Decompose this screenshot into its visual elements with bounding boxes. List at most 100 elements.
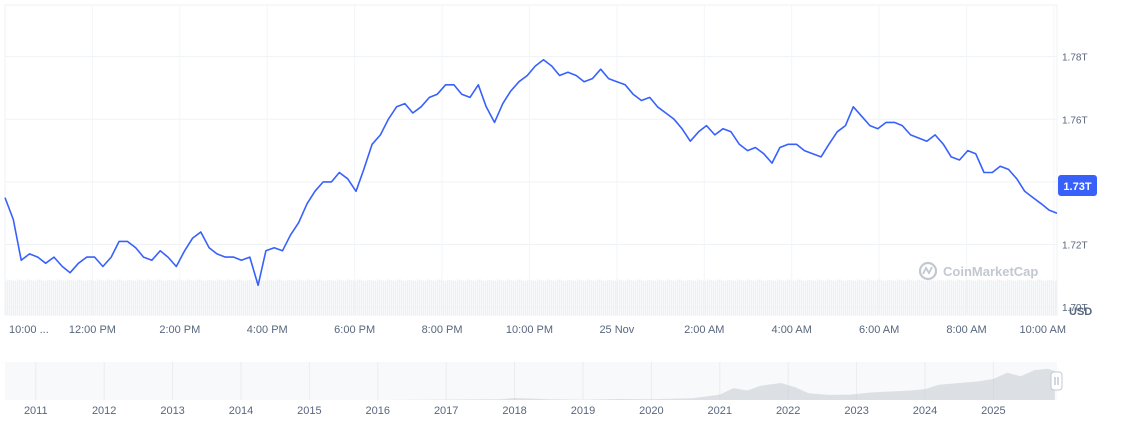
x-tick-label: 4:00 AM [772,324,812,336]
y-tick-label: 1.72T [1062,241,1088,252]
volume-bar [903,280,905,315]
volume-bar [831,280,833,315]
volume-bar [733,280,735,315]
volume-bar [949,279,951,315]
volume-bar [637,279,639,315]
volume-bar [339,279,341,315]
volume-bar [365,281,367,315]
current-value-badge: 1.73T [1058,175,1097,196]
volume-bar [227,279,229,315]
range-navigator[interactable]: 2011 2012 2013 2014 2015 2016 2017 2018 2019 2020… [5,362,1063,417]
volume-bar [1029,279,1031,315]
volume-bar [573,280,575,315]
volume-bar [35,281,37,315]
volume-bar [657,279,659,315]
volume-bar [883,280,885,315]
volume-bar [611,280,613,315]
volume-bar [159,279,161,315]
volume-bar [411,280,413,315]
year-tick-label: 2020 [639,405,663,417]
volume-bar [651,280,653,315]
volume-bar [497,279,499,315]
volume-bar [639,279,641,315]
volume-bar [641,280,643,315]
volume-bar [973,280,975,315]
volume-bar [447,279,449,315]
volume-bar [441,280,443,315]
volume-bar [265,281,267,315]
volume-bar [75,281,77,315]
volume-bar [715,281,717,315]
volume-bar [11,280,13,315]
volume-bar [337,279,339,315]
volume-bar [773,280,775,315]
volume-bar [319,279,321,315]
volume-bar [843,280,845,315]
volume-bar [969,279,971,315]
volume-bar [583,280,585,315]
volume-bar [261,280,263,315]
volume-bar [367,279,369,315]
volume-bar [47,279,49,315]
volume-bar [405,281,407,315]
volume-bar [201,280,203,315]
volume-bar [189,279,191,315]
volume-bar [735,281,737,315]
volume-bar [215,281,217,315]
volume-bar [433,280,435,315]
volume-bar [899,279,901,315]
volume-bar [523,280,525,315]
volume-bar [263,280,265,315]
volume-bar [321,280,323,315]
volume-bar [635,281,637,315]
volume-bar [859,279,861,315]
volume-bar [493,280,495,315]
volume-bar [849,279,851,315]
volume-bar [435,281,437,315]
volume-bar [211,280,213,315]
volume-bar [33,280,35,315]
volume-bar [813,280,815,315]
volume-bar [295,281,297,315]
volume-bar [385,281,387,315]
volume-bar [191,280,193,315]
navigator-handle[interactable] [1050,371,1063,391]
volume-bar [1055,281,1057,315]
volume-bar [1027,279,1029,315]
volume-bar [797,279,799,315]
volume-bar [911,280,913,315]
volume-bar [1045,281,1047,315]
volume-bar [525,281,527,315]
volume-bar [461,280,463,315]
volume-bar [663,280,665,315]
volume-bar [803,280,805,315]
volume-bar [781,280,783,315]
volume-bar [273,280,275,315]
volume-bar [541,280,543,315]
volume-bar [961,280,963,315]
volume-bar [297,279,299,315]
volume-bar [5,281,7,315]
volume-bar [821,280,823,315]
volume-bar [229,279,231,315]
volume-bar [625,281,627,315]
volume-bar [457,279,459,315]
volume-bar [799,279,801,315]
volume-bar [585,281,587,315]
volume-bar [1041,280,1043,315]
volume-bar [381,280,383,315]
volume-bar [667,279,669,315]
volume-bar [719,279,721,315]
volume-bar [603,280,605,315]
watermark-text: CoinMarketCap [943,264,1038,279]
volume-bar [841,280,843,315]
volume-bar [851,280,853,315]
volume-bar [593,280,595,315]
year-tick-label: 2014 [229,405,253,417]
volume-bar [117,279,119,315]
volume-bar [119,279,121,315]
navigator-area [8,368,1055,400]
volume-bar [449,279,451,315]
volume-bar [179,279,181,315]
volume-bar [221,280,223,315]
